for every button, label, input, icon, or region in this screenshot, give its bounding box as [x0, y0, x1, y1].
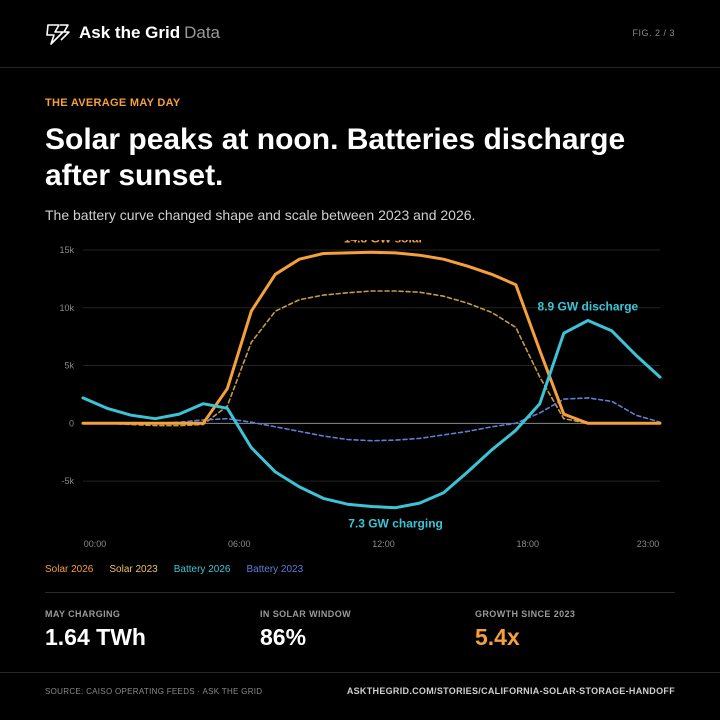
legend-item-solar-2023: Solar 2023 [109, 564, 158, 575]
y-tick-label: 0 [69, 418, 74, 428]
brand-subtitle: Data [184, 23, 221, 42]
legend-item-battery-2026: Battery 2026 [173, 564, 231, 575]
y-tick-label: -5k [61, 476, 74, 486]
source-note: SOURCE: CAISO OPERATING FEEDS · ASK THE … [45, 687, 263, 696]
legend-item-battery-2023: Battery 2023 [246, 564, 304, 575]
x-tick-label: 18:00 [517, 539, 540, 549]
stat-in-solar-window: IN SOLAR WINDOW 86% [260, 609, 351, 651]
story-link[interactable]: ASKTHEGRID.COM/STORIES/CALIFORNIA-SOLAR-… [346, 686, 675, 696]
y-tick-label: 15k [59, 245, 74, 255]
chart-annotation: 8.9 GW discharge [538, 299, 639, 313]
series-line-solar-2023 [82, 290, 661, 427]
chart-legend: Solar 2026 Solar 2023 Battery 2026 Batte… [45, 564, 303, 575]
stat-label: GROWTH SINCE 2023 [475, 609, 576, 619]
series-line-battery-2023 [82, 397, 661, 442]
figure-counter: FIG. 2 / 3 [632, 28, 675, 38]
stat-value: 5.4x [475, 624, 520, 650]
stats-row: MAY CHARGING 1.64 TWh IN SOLAR WINDOW 86… [45, 592, 675, 650]
y-tick-label: 5k [64, 361, 74, 371]
y-tick-label: 10k [59, 303, 74, 313]
lightning-bolt-icon [46, 24, 70, 45]
stat-growth: GROWTH SINCE 2023 5.4x [475, 609, 575, 651]
series-line-battery-2026 [81, 319, 662, 510]
chart-annotation: 14.8 GW solar [344, 240, 424, 245]
page-subtitle: The battery curve changed shape and scal… [45, 207, 476, 223]
chart-annotation: 7.3 GW charging [348, 517, 443, 531]
x-tick-label: 06:00 [228, 539, 251, 549]
header-bar: Ask the Grid Data FIG. 2 / 3 [0, 0, 720, 68]
stat-label: MAY CHARGING [45, 609, 121, 619]
x-tick-label: 23:00 [637, 539, 660, 549]
x-tick-label: 12:00 [372, 539, 395, 549]
series-line-solar-2026 [81, 250, 662, 425]
footer: SOURCE: CAISO OPERATING FEEDS · ASK THE … [0, 672, 720, 720]
line-chart: 15k 10k 5k 0 -5k 00:00 06:00 12:00 18:00 23:00 14.… [59, 240, 662, 549]
stat-may-charging: MAY CHARGING 1.64 TWh [45, 609, 146, 651]
legend-item-solar-2026: Solar 2026 [45, 564, 94, 575]
stat-value: 1.64 TWh [45, 624, 146, 650]
stat-value: 86% [260, 624, 307, 650]
x-tick-label: 00:00 [84, 539, 107, 549]
kicker: THE AVERAGE MAY DAY [45, 97, 181, 109]
brand-name[interactable]: Ask the Grid Data [79, 23, 221, 42]
page-title: Solar peaks at noon. Batteries discharge… [45, 123, 626, 192]
stat-label: IN SOLAR WINDOW [260, 609, 351, 619]
